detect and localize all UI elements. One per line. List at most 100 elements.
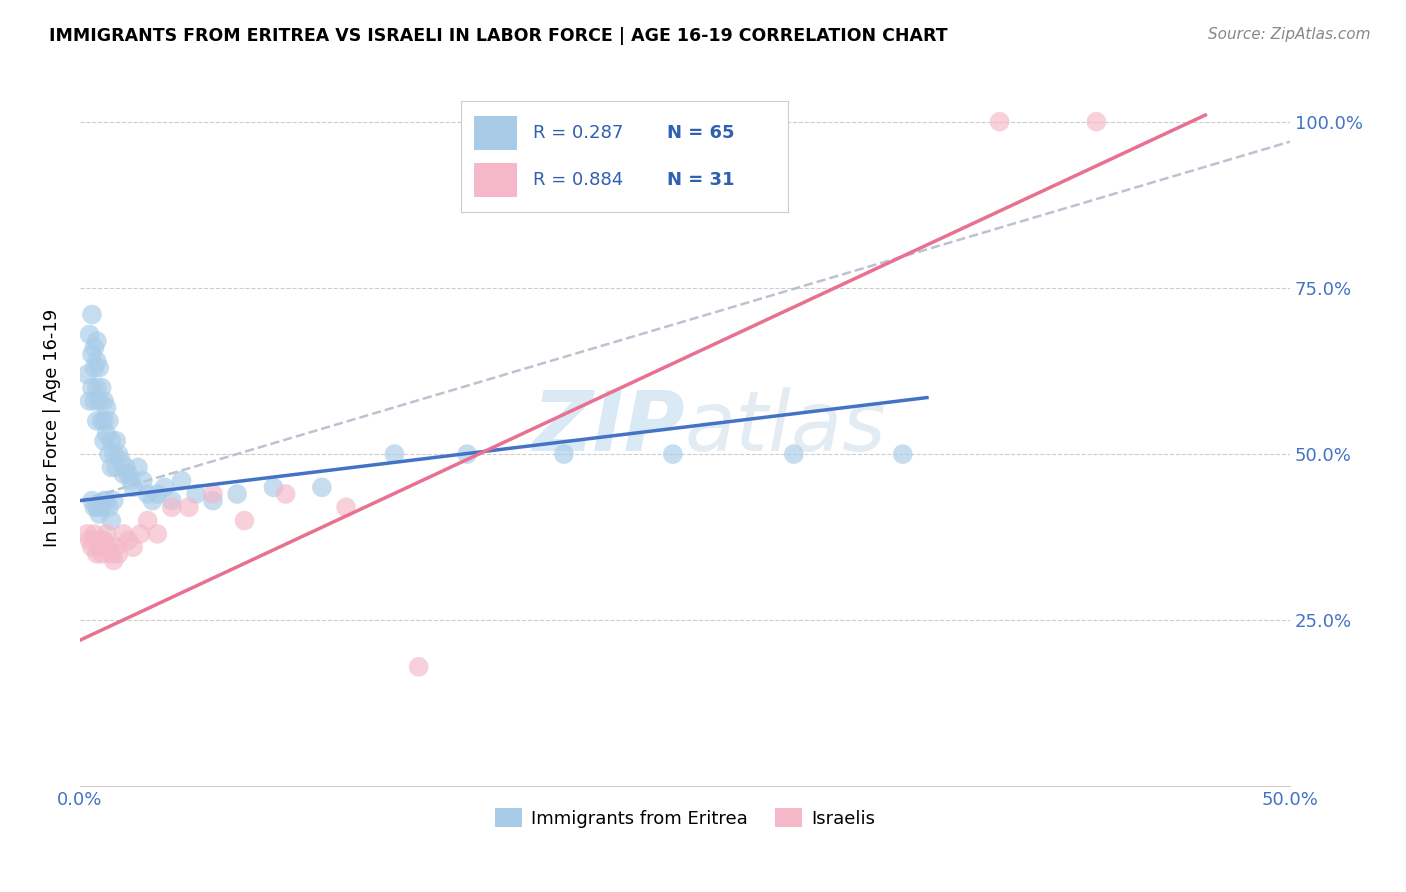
Point	[89, 507, 111, 521]
Point	[90, 414, 112, 428]
Point	[96, 401, 118, 415]
Point	[83, 500, 105, 515]
Point	[105, 540, 128, 554]
Point	[93, 533, 115, 548]
Point	[311, 480, 333, 494]
Text: IMMIGRANTS FROM ERITREA VS ISRAELI IN LABOR FORCE | AGE 16-19 CORRELATION CHART: IMMIGRANTS FROM ERITREA VS ISRAELI IN LA…	[49, 27, 948, 45]
Point	[136, 487, 159, 501]
Point	[83, 527, 105, 541]
Point	[141, 493, 163, 508]
Point	[83, 393, 105, 408]
Point	[107, 547, 129, 561]
Point	[89, 540, 111, 554]
Point	[83, 341, 105, 355]
Point	[456, 447, 478, 461]
Point	[89, 393, 111, 408]
Point	[93, 493, 115, 508]
Point	[93, 414, 115, 428]
Point	[97, 414, 120, 428]
Y-axis label: In Labor Force | Age 16-19: In Labor Force | Age 16-19	[44, 309, 60, 547]
Point	[122, 480, 145, 494]
Point	[90, 500, 112, 515]
Point	[1085, 114, 1108, 128]
Point	[201, 487, 224, 501]
Point	[80, 381, 103, 395]
Point	[226, 487, 249, 501]
Point	[90, 533, 112, 548]
Point	[177, 500, 200, 515]
Point	[233, 514, 256, 528]
Point	[160, 500, 183, 515]
Point	[153, 480, 176, 494]
Point	[76, 527, 98, 541]
Point	[184, 487, 207, 501]
Point	[274, 487, 297, 501]
Point	[160, 493, 183, 508]
Point	[105, 434, 128, 448]
Point	[110, 454, 132, 468]
Point	[90, 381, 112, 395]
Text: Source: ZipAtlas.com: Source: ZipAtlas.com	[1208, 27, 1371, 42]
Point	[783, 447, 806, 461]
Point	[115, 460, 138, 475]
Point	[80, 347, 103, 361]
Point	[79, 393, 101, 408]
Point	[263, 480, 285, 494]
Point	[170, 474, 193, 488]
Point	[105, 460, 128, 475]
Point	[127, 460, 149, 475]
Point	[86, 414, 108, 428]
Point	[90, 547, 112, 561]
Point	[146, 487, 169, 501]
Point	[86, 354, 108, 368]
Point	[86, 500, 108, 515]
Point	[97, 540, 120, 554]
Point	[93, 434, 115, 448]
Point	[86, 381, 108, 395]
Point	[132, 474, 155, 488]
Point	[80, 308, 103, 322]
Point	[86, 334, 108, 348]
Point	[107, 447, 129, 461]
Legend: Immigrants from Eritrea, Israelis: Immigrants from Eritrea, Israelis	[488, 801, 882, 835]
Point	[96, 427, 118, 442]
Point	[96, 527, 118, 541]
Point	[97, 447, 120, 461]
Point	[86, 547, 108, 561]
Point	[120, 474, 142, 488]
Point	[100, 514, 122, 528]
Point	[96, 493, 118, 508]
Point	[97, 500, 120, 515]
Point	[80, 493, 103, 508]
Point	[79, 327, 101, 342]
Point	[112, 527, 135, 541]
Point	[112, 467, 135, 481]
Point	[83, 360, 105, 375]
Point	[408, 660, 430, 674]
Point	[122, 540, 145, 554]
Point	[146, 527, 169, 541]
Point	[553, 447, 575, 461]
Point	[129, 527, 152, 541]
Point	[89, 360, 111, 375]
Point	[80, 540, 103, 554]
Text: ZIP: ZIP	[533, 387, 685, 468]
Point	[86, 533, 108, 548]
Point	[103, 447, 125, 461]
Point	[662, 447, 685, 461]
Point	[79, 533, 101, 548]
Point	[988, 114, 1011, 128]
Point	[384, 447, 406, 461]
Point	[103, 493, 125, 508]
Point	[891, 447, 914, 461]
Point	[103, 553, 125, 567]
Point	[201, 493, 224, 508]
Point	[100, 460, 122, 475]
Point	[136, 514, 159, 528]
Point	[117, 467, 139, 481]
Point	[76, 368, 98, 382]
Point	[335, 500, 357, 515]
Point	[100, 434, 122, 448]
Point	[93, 393, 115, 408]
Point	[100, 547, 122, 561]
